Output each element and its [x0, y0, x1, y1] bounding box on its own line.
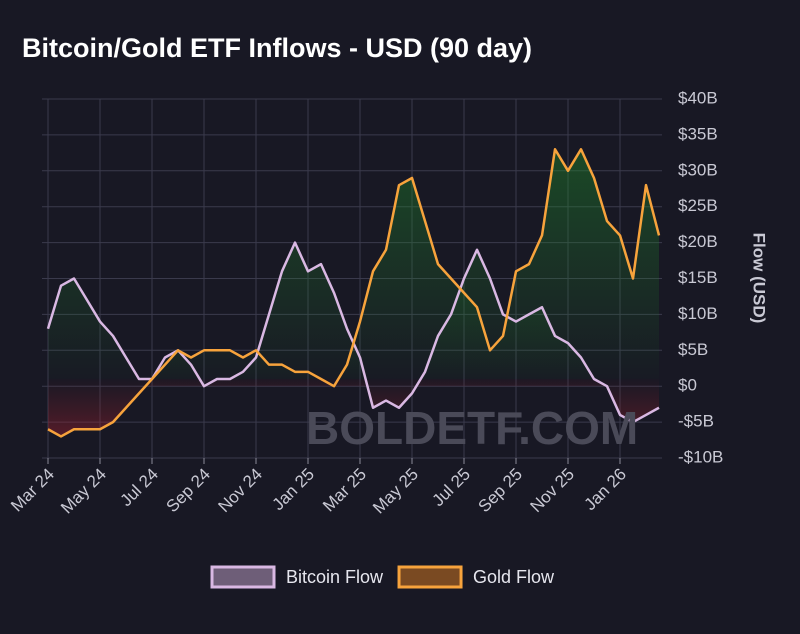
chart-title: Bitcoin/Gold ETF Inflows - USD (90 day) — [22, 33, 532, 63]
legend-swatch — [397, 565, 463, 589]
y-tick-label: $40B — [678, 88, 718, 107]
y-tick-label: $10B — [678, 304, 718, 323]
y-tick-label: $5B — [678, 340, 708, 359]
watermark: BOLDETF.COM — [306, 402, 638, 454]
legend: Bitcoin Flow Gold Flow — [210, 565, 555, 589]
legend-swatch — [210, 565, 276, 589]
area — [48, 149, 659, 437]
series-line — [47, 148, 661, 438]
y-tick-label: $30B — [678, 160, 718, 179]
legend-label: Bitcoin Flow — [286, 567, 384, 587]
y-tick-label: $20B — [678, 232, 718, 251]
y-axis-label: Flow (USD) — [750, 233, 769, 324]
y-tick-label: $35B — [678, 124, 718, 143]
plot-area — [42, 98, 662, 464]
y-tick-label: -$10B — [678, 447, 723, 466]
y-tick-label: $0 — [678, 376, 697, 395]
y-tick-label: -$5B — [678, 412, 714, 431]
y-tick-label: $25B — [678, 196, 718, 215]
legend-label: Gold Flow — [473, 567, 555, 587]
y-tick-label: $15B — [678, 268, 718, 287]
